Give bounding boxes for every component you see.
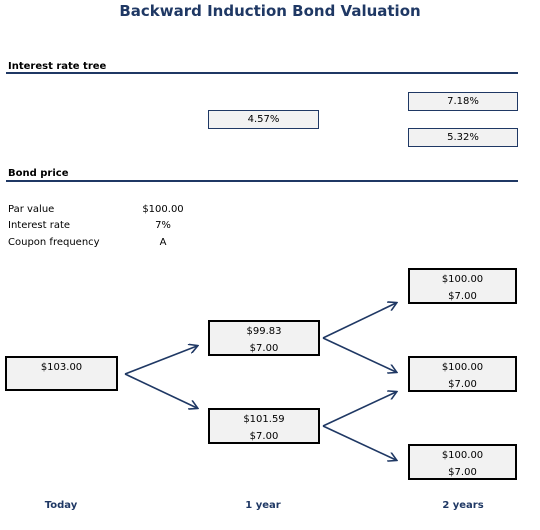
node-y2-bot-price: $100.00 xyxy=(441,450,484,461)
node-y1-up-price: $99.83 xyxy=(246,326,282,337)
page-title: Backward Induction Bond Valuation xyxy=(119,2,421,20)
arrow-y1up-to-y2-top xyxy=(322,303,396,339)
node-y2-top-coupon: $7.00 xyxy=(448,291,477,302)
timeline-year2: 2 years xyxy=(442,500,484,511)
node-y1-down: $101.59 $7.00 xyxy=(208,408,320,444)
param-par-value-label: Par value xyxy=(8,204,55,215)
param-interest-rate: 7% xyxy=(155,220,171,231)
arrow-today-to-y1-up xyxy=(124,346,197,375)
rate-year2-down: 5.32% xyxy=(408,128,518,147)
node-y2-top: $100.00 $7.00 xyxy=(408,268,517,304)
param-interest-rate-label: Interest rate xyxy=(8,220,71,231)
arrow-y1up-to-y2-mid xyxy=(322,337,396,372)
timeline-today: Today xyxy=(44,500,78,511)
interest-tree-divider xyxy=(6,72,518,74)
bond-price-label: Bond price xyxy=(8,168,69,179)
interest-tree-label: Interest rate tree xyxy=(8,61,107,72)
arrow-y1down-to-y2-mid xyxy=(322,392,396,427)
param-par-value: $100.00 xyxy=(142,204,184,215)
node-y2-mid-price: $100.00 xyxy=(441,362,484,373)
rate-year1: 4.57% xyxy=(208,110,319,129)
node-y1-up: $99.83 $7.00 xyxy=(208,320,320,356)
node-y1-down-price: $101.59 xyxy=(243,414,285,425)
node-y1-up-coupon: $7.00 xyxy=(249,343,279,354)
node-y2-bot-coupon: $7.00 xyxy=(448,467,477,478)
timeline-year1: 1 year xyxy=(245,500,281,511)
bond-price-divider xyxy=(6,180,518,182)
node-y2-bot: $100.00 $7.00 xyxy=(408,444,517,480)
node-y2-mid: $100.00 $7.00 xyxy=(408,356,517,392)
node-y1-down-coupon: $7.00 xyxy=(249,431,279,442)
param-coupon-frequency: A xyxy=(159,237,167,248)
node-y2-top-price: $100.00 xyxy=(441,274,484,285)
arrow-today-to-y1-down xyxy=(124,373,197,408)
node-y2-mid-coupon: $7.00 xyxy=(448,379,477,390)
node-today-price: $103.00 xyxy=(40,362,83,373)
rate-year2-up: 7.18% xyxy=(408,92,518,111)
node-today: $103.00 xyxy=(5,356,118,391)
param-coupon-frequency-label: Coupon frequency xyxy=(8,237,100,248)
arrow-y1down-to-y2-bot xyxy=(322,425,396,460)
